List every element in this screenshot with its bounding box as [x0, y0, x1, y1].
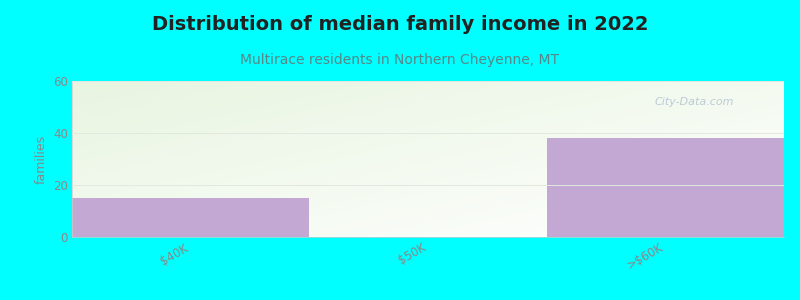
- Y-axis label: families: families: [34, 134, 47, 184]
- Text: City-Data.com: City-Data.com: [654, 97, 734, 106]
- Bar: [72, 198, 310, 237]
- Text: Distribution of median family income in 2022: Distribution of median family income in …: [152, 14, 648, 34]
- Bar: [546, 138, 784, 237]
- Text: Multirace residents in Northern Cheyenne, MT: Multirace residents in Northern Cheyenne…: [241, 53, 559, 67]
